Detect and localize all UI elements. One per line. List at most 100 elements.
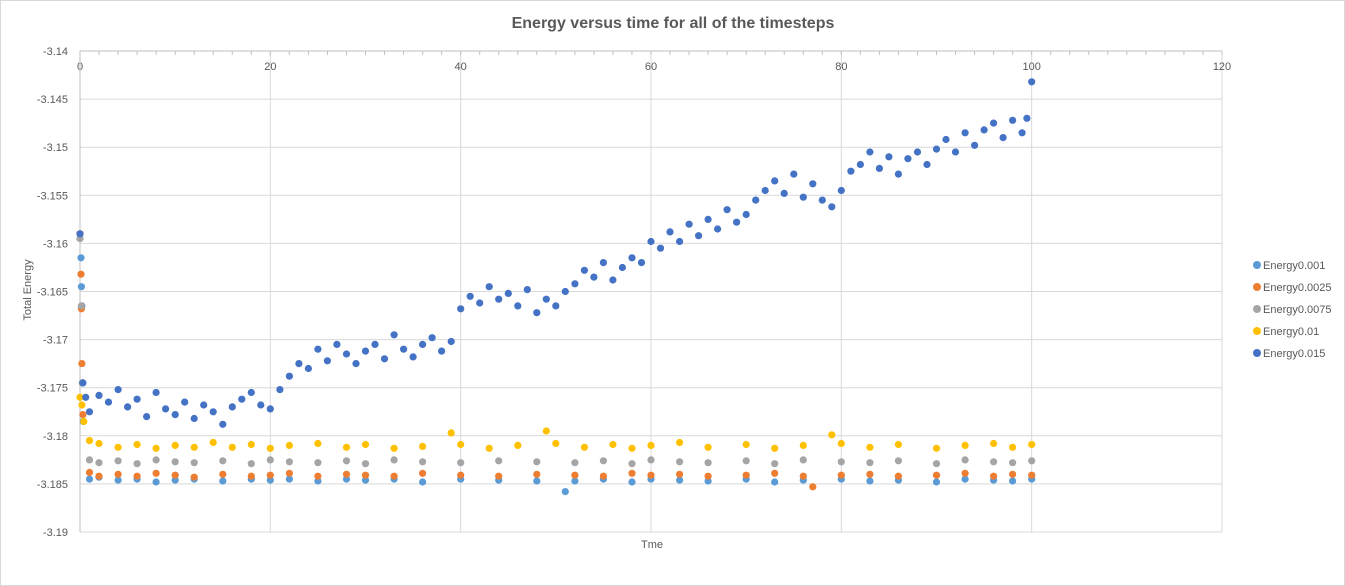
data-point [961,441,969,449]
data-point [85,475,94,483]
data-point [314,345,322,353]
data-point [799,456,807,464]
data-point [95,459,103,467]
data-point [761,186,769,195]
data-point [609,440,617,449]
data-point [285,458,293,466]
series-0 [76,230,1036,496]
data-point [837,186,845,195]
data-point [228,443,236,451]
data-point [1009,459,1017,467]
x-tick-label: 100 [1022,61,1040,73]
data-point [314,472,322,480]
data-point [542,427,550,435]
data-point [809,180,817,188]
data-point [80,417,88,425]
data-point [533,477,541,485]
data-point [704,472,712,480]
data-point [704,215,712,223]
data-point [314,439,322,448]
data-point [152,388,160,397]
data-point [114,443,122,451]
data-point [533,309,541,317]
data-point [247,460,255,468]
data-point [285,469,293,477]
data-point [200,401,208,409]
data-point [95,472,103,480]
data-point [742,440,750,449]
data-point [942,135,950,144]
data-point [266,444,274,452]
legend: Energy0.001 Energy0.0025 Energy0.0075 Energ… [1253,260,1332,360]
data-point [77,302,85,310]
data-point [1009,477,1017,485]
data-point [799,441,807,449]
data-point [352,360,360,368]
data-point [932,460,941,468]
data-point [866,470,874,478]
x-tick-label: 80 [835,61,847,73]
data-point [913,148,922,156]
data-point [171,411,179,419]
data-point [1009,116,1017,124]
data-point [609,276,617,284]
data-point [447,337,455,346]
data-point [390,472,398,480]
data-point [571,471,579,479]
data-point [628,469,636,477]
data-point [980,126,988,134]
data-point [695,232,703,240]
data-point [85,456,94,464]
data-point [742,210,750,219]
data-point [771,478,779,486]
y-tick-label: -3.145 [37,94,68,106]
data-point [114,470,122,478]
data-point [676,237,684,246]
data-point [342,443,351,451]
data-point [266,471,274,479]
legend-marker [1253,305,1261,313]
data-point [561,488,569,496]
data-point [276,386,284,394]
legend-label: Energy0.0025 [1263,282,1332,294]
data-point [371,340,379,348]
data-point [894,170,903,178]
y-tick-label: -3.165 [37,287,68,299]
data-point [419,478,427,486]
x-axis-label: Tme [641,539,663,551]
data-point [723,206,731,214]
data-point [78,401,86,409]
data-point [790,170,798,178]
data-point [76,393,84,401]
data-point [247,440,255,449]
legend-label: Energy0.01 [1263,326,1319,338]
data-point [400,345,408,353]
axes: -3.14 -3.145 -3.15 -3.155 -3.16 -3.165 -3.17 -3… [37,46,1231,539]
data-point [162,405,170,413]
data-point [219,470,227,478]
data-point [571,280,579,288]
series-2 [76,235,1036,468]
data-point [1009,443,1017,451]
data-point [285,441,293,449]
data-point [818,196,826,204]
data-point [361,440,370,449]
data-point [79,379,87,387]
data-point [257,401,265,409]
data-point [618,263,627,272]
data-point [247,472,255,480]
data-point [78,360,86,368]
data-point [485,283,493,291]
data-point [752,196,760,204]
data-point [676,470,684,478]
data-point [495,295,503,303]
data-point [837,439,845,448]
data-point [837,458,845,466]
data-point [523,286,531,294]
data-point [447,429,455,437]
data-point [590,273,598,281]
data-point [190,473,198,481]
data-point [171,471,179,479]
data-point [209,438,217,447]
